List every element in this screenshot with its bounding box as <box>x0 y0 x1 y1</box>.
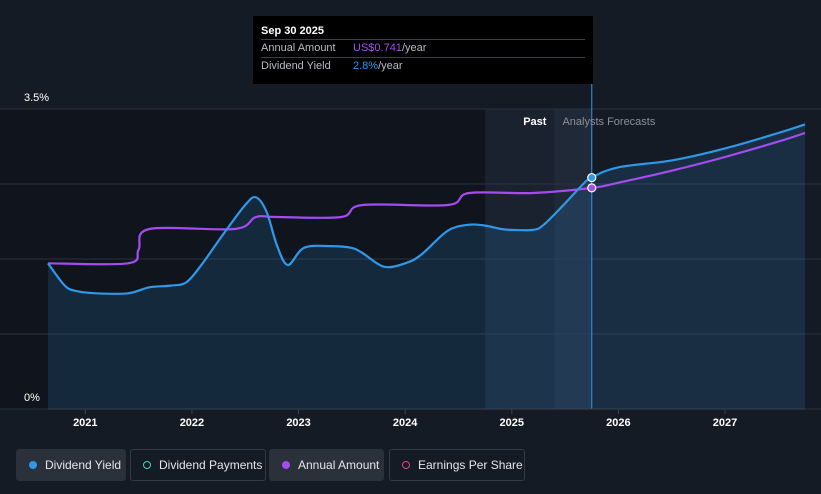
tooltip-annual-label: Annual Amount <box>261 42 336 54</box>
legend-dividend-payments[interactable]: Dividend Payments <box>130 449 266 481</box>
x-tick-label: 2024 <box>393 417 418 429</box>
annual-amount-marker <box>587 183 597 193</box>
annual-amount-line <box>47 131 806 266</box>
y-tick-label: 3.5% <box>24 92 49 104</box>
legend-annual-amount-label: Annual Amount <box>298 458 380 472</box>
dividend-yield-line <box>47 123 806 295</box>
x-tick-label: 2027 <box>713 417 737 429</box>
x-tick-label: 2021 <box>73 417 97 429</box>
x-tick-label: 2025 <box>500 417 524 429</box>
yield-area <box>48 124 805 410</box>
hover-tooltip: Sep 30 2025 Annual Amount US$0.741/year D… <box>253 16 593 84</box>
tooltip-date: Sep 30 2025 <box>261 25 324 37</box>
legend-annual-amount-dot <box>282 461 290 469</box>
legend-dividend-payments-label: Dividend Payments <box>159 458 263 472</box>
legend-annual-amount[interactable]: Annual Amount <box>269 449 384 481</box>
legend-earnings-per-share[interactable]: Earnings Per Share <box>389 449 525 481</box>
legend-earnings-per-share-dot <box>402 461 410 469</box>
tooltip-annual-row: Annual Amount US$0.741/year <box>261 39 585 57</box>
legend-dividend-yield-label: Dividend Yield <box>45 458 122 472</box>
tooltip-yield-unit: /year <box>378 60 403 72</box>
series-markers <box>587 172 597 193</box>
y-tick-label: 0% <box>24 392 40 404</box>
x-tick-label: 2023 <box>286 417 310 429</box>
chart-axes: 2021 2022 2023 2024 2025 2026 2027 3.5% 0% <box>24 92 805 429</box>
series-lines <box>47 84 806 409</box>
tooltip-annual-value: US$0.741 <box>353 42 402 54</box>
legend-dividend-yield-dot <box>29 461 37 469</box>
x-tick-label: 2022 <box>180 417 204 429</box>
dividend-yield-area <box>48 124 805 410</box>
forecast-label: Analysts Forecasts <box>562 116 655 128</box>
dividend-yield-marker <box>587 172 597 183</box>
x-tick-label: 2026 <box>606 417 630 429</box>
past-label: Past <box>523 116 547 128</box>
tooltip-yield-row: Dividend Yield 2.8%/year <box>261 57 585 75</box>
legend-dividend-payments-dot <box>143 461 151 469</box>
tooltip-yield-value: 2.8% <box>353 60 379 72</box>
legend-earnings-per-share-label: Earnings Per Share <box>418 458 523 472</box>
tooltip-yield-label: Dividend Yield <box>261 60 331 72</box>
legend-dividend-yield[interactable]: Dividend Yield <box>16 449 126 481</box>
tooltip-annual-unit: /year <box>401 42 427 54</box>
